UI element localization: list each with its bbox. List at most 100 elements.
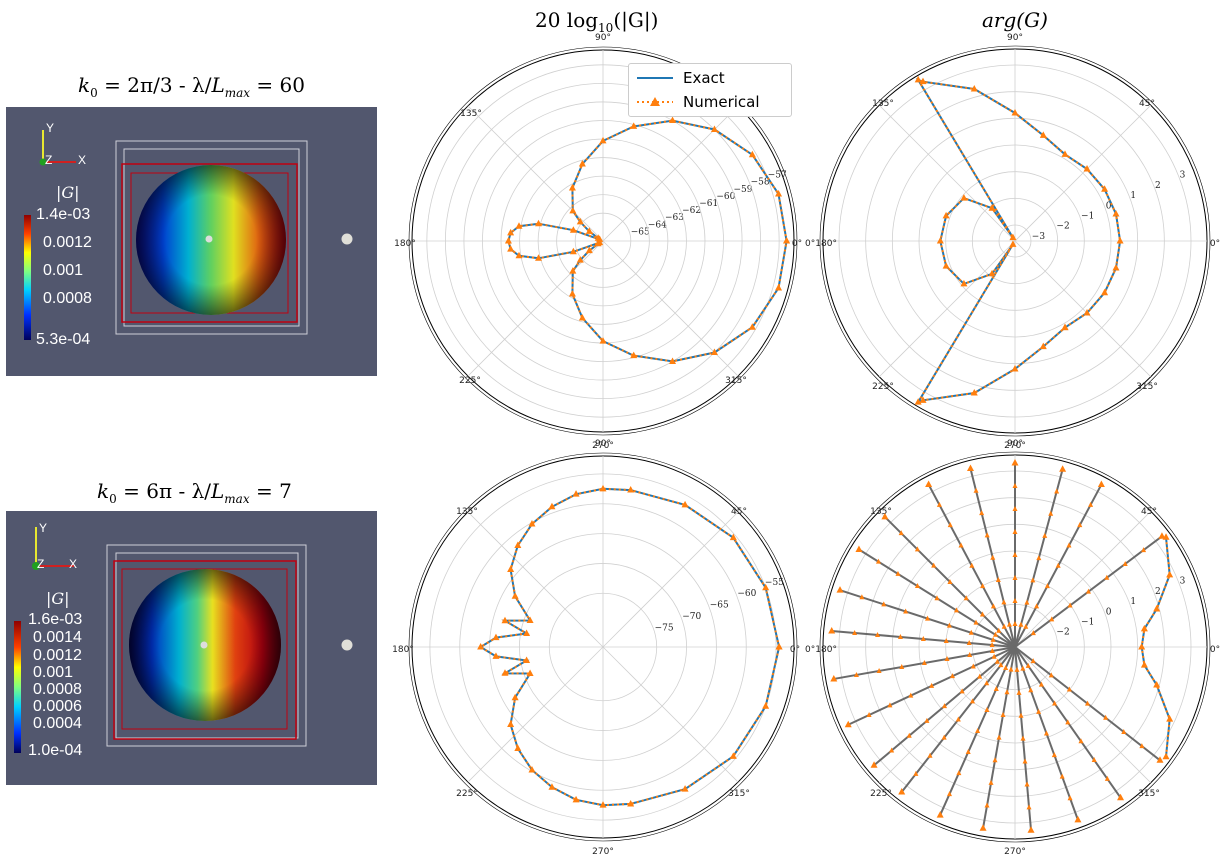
series-marker-numerical — [924, 717, 930, 723]
series-marker-numerical — [859, 594, 865, 600]
series-marker-numerical — [1141, 547, 1147, 553]
series-marker-numerical — [669, 357, 677, 364]
axis-y-label: Y — [46, 121, 55, 135]
series-marker-numerical — [1016, 689, 1022, 695]
series-marker-numerical — [507, 720, 515, 728]
series-marker-numerical — [1012, 506, 1018, 511]
angle-tick-label: 0° — [1210, 239, 1220, 249]
render-scene — [14, 527, 353, 753]
angle-tick-label: 225° — [459, 376, 481, 386]
magnitude-column-title: 20 log10(|G|) — [535, 8, 659, 35]
series-marker-numerical — [906, 732, 912, 738]
angle-tick-label: 135° — [870, 507, 892, 517]
series-marker-numerical — [908, 692, 914, 698]
series-marker-numerical — [511, 693, 519, 701]
series-marker-numerical — [1042, 532, 1048, 538]
series-marker-numerical — [953, 607, 959, 613]
series-marker-numerical — [989, 647, 995, 653]
radial-tick-label: 0 — [1106, 607, 1112, 617]
series-marker-numerical — [599, 484, 607, 492]
series-marker-numerical — [523, 629, 531, 637]
series-marker-numerical — [504, 237, 512, 244]
row1-title: k0 = 2π/3 - λ/Lmax = 60 — [78, 73, 305, 100]
angle-tick-label: 270° — [592, 441, 614, 451]
series-marker-numerical — [1085, 588, 1091, 594]
series-marker-numerical — [1097, 480, 1105, 488]
series-marker-numerical — [979, 611, 985, 617]
render-view-row2[interactable]: Y Z X |G| 1.6e-03 0.0014 0.0012 0.001 0.… — [6, 511, 377, 785]
series-marker-numerical — [947, 522, 953, 528]
red-box — [121, 163, 298, 323]
angle-tick-label: 180° — [394, 239, 416, 249]
series-marker-numerical — [568, 184, 576, 191]
series-marker-numerical — [988, 779, 994, 785]
series-marker-numerical — [836, 586, 844, 593]
series-marker-numerical — [1067, 795, 1073, 801]
angle-tick-label: 315° — [1138, 789, 1160, 799]
angular-gridline — [1014, 104, 1152, 242]
series-marker-numerical — [889, 747, 895, 753]
series-marker-numerical — [898, 787, 906, 795]
series-marker-numerical — [578, 159, 586, 167]
series-marker-numerical — [1166, 570, 1174, 578]
series-marker-numerical — [1067, 602, 1073, 608]
radial-tick-label: 0 — [1106, 201, 1112, 211]
angle-tick-label: 0°180° — [805, 645, 837, 655]
series-marker-numerical — [955, 716, 961, 722]
series-marker-numerical — [1104, 574, 1110, 580]
axis-z-label: Z — [37, 557, 45, 571]
series-marker-numerical — [1091, 757, 1097, 763]
legend-label-numerical: Numerical — [683, 93, 760, 111]
series-marker-numerical — [973, 487, 979, 493]
series-marker-numerical — [681, 500, 689, 508]
series-marker-numerical — [599, 801, 607, 808]
series-marker-numerical — [942, 262, 950, 269]
series-marker-numerical — [913, 770, 919, 776]
series-marker-numerical — [895, 570, 901, 576]
series-marker-numerical — [1023, 623, 1029, 629]
series-marker-numerical — [936, 811, 944, 818]
series-marker-numerical — [1078, 738, 1084, 744]
angular-gridline — [878, 240, 1016, 378]
series-marker-numerical — [919, 77, 927, 85]
series-marker-numerical — [1039, 131, 1047, 138]
angle-tick-label: 270° — [592, 847, 614, 857]
series-marker-numerical — [501, 669, 509, 676]
series-marker-numerical — [965, 749, 971, 755]
series-marker-numerical — [1122, 560, 1128, 566]
series-marker-numerical — [1039, 342, 1047, 350]
series-marker-numerical — [897, 633, 903, 639]
angle-tick-label: 0° — [1210, 645, 1220, 655]
angle-tick-label: 90° — [1007, 439, 1023, 449]
series-marker-numerical — [929, 682, 935, 688]
series-marker-numerical — [1083, 309, 1091, 316]
series-marker-numerical — [1012, 529, 1018, 534]
series-marker-numerical — [569, 206, 577, 214]
series-marker-numerical — [830, 674, 838, 682]
series-marker-numerical — [585, 227, 593, 234]
radial-tick-label: −59 — [733, 185, 752, 195]
series-marker-numerical — [979, 824, 987, 831]
series-marker-numerical — [762, 702, 770, 709]
series-marker-numerical — [572, 795, 580, 803]
series-marker-numerical — [1027, 826, 1035, 833]
legend: Exact Numerical — [628, 63, 792, 117]
series-marker-numerical — [1083, 164, 1091, 172]
series-marker-numerical — [960, 279, 968, 287]
series-marker-numerical — [1156, 756, 1164, 763]
series-marker-numerical — [1000, 711, 1006, 717]
render-view-row1[interactable]: Y Z X |G| 1.4e-03 0.0012 0.001 0.0008 5.… — [6, 107, 377, 376]
series-marker-numerical — [511, 592, 519, 599]
series-marker-numerical — [568, 289, 576, 297]
series-marker-numerical — [927, 752, 933, 758]
angle-tick-label: 315° — [1136, 382, 1158, 392]
probe-point — [341, 233, 353, 245]
series-marker-numerical — [853, 671, 859, 677]
series-marker-numerical — [783, 237, 791, 244]
series-marker-numerical — [1121, 728, 1127, 734]
series-marker-numerical — [875, 631, 881, 637]
outer-box-inner — [123, 148, 300, 327]
render-scene — [24, 130, 353, 340]
series-marker-numerical — [1061, 150, 1069, 157]
